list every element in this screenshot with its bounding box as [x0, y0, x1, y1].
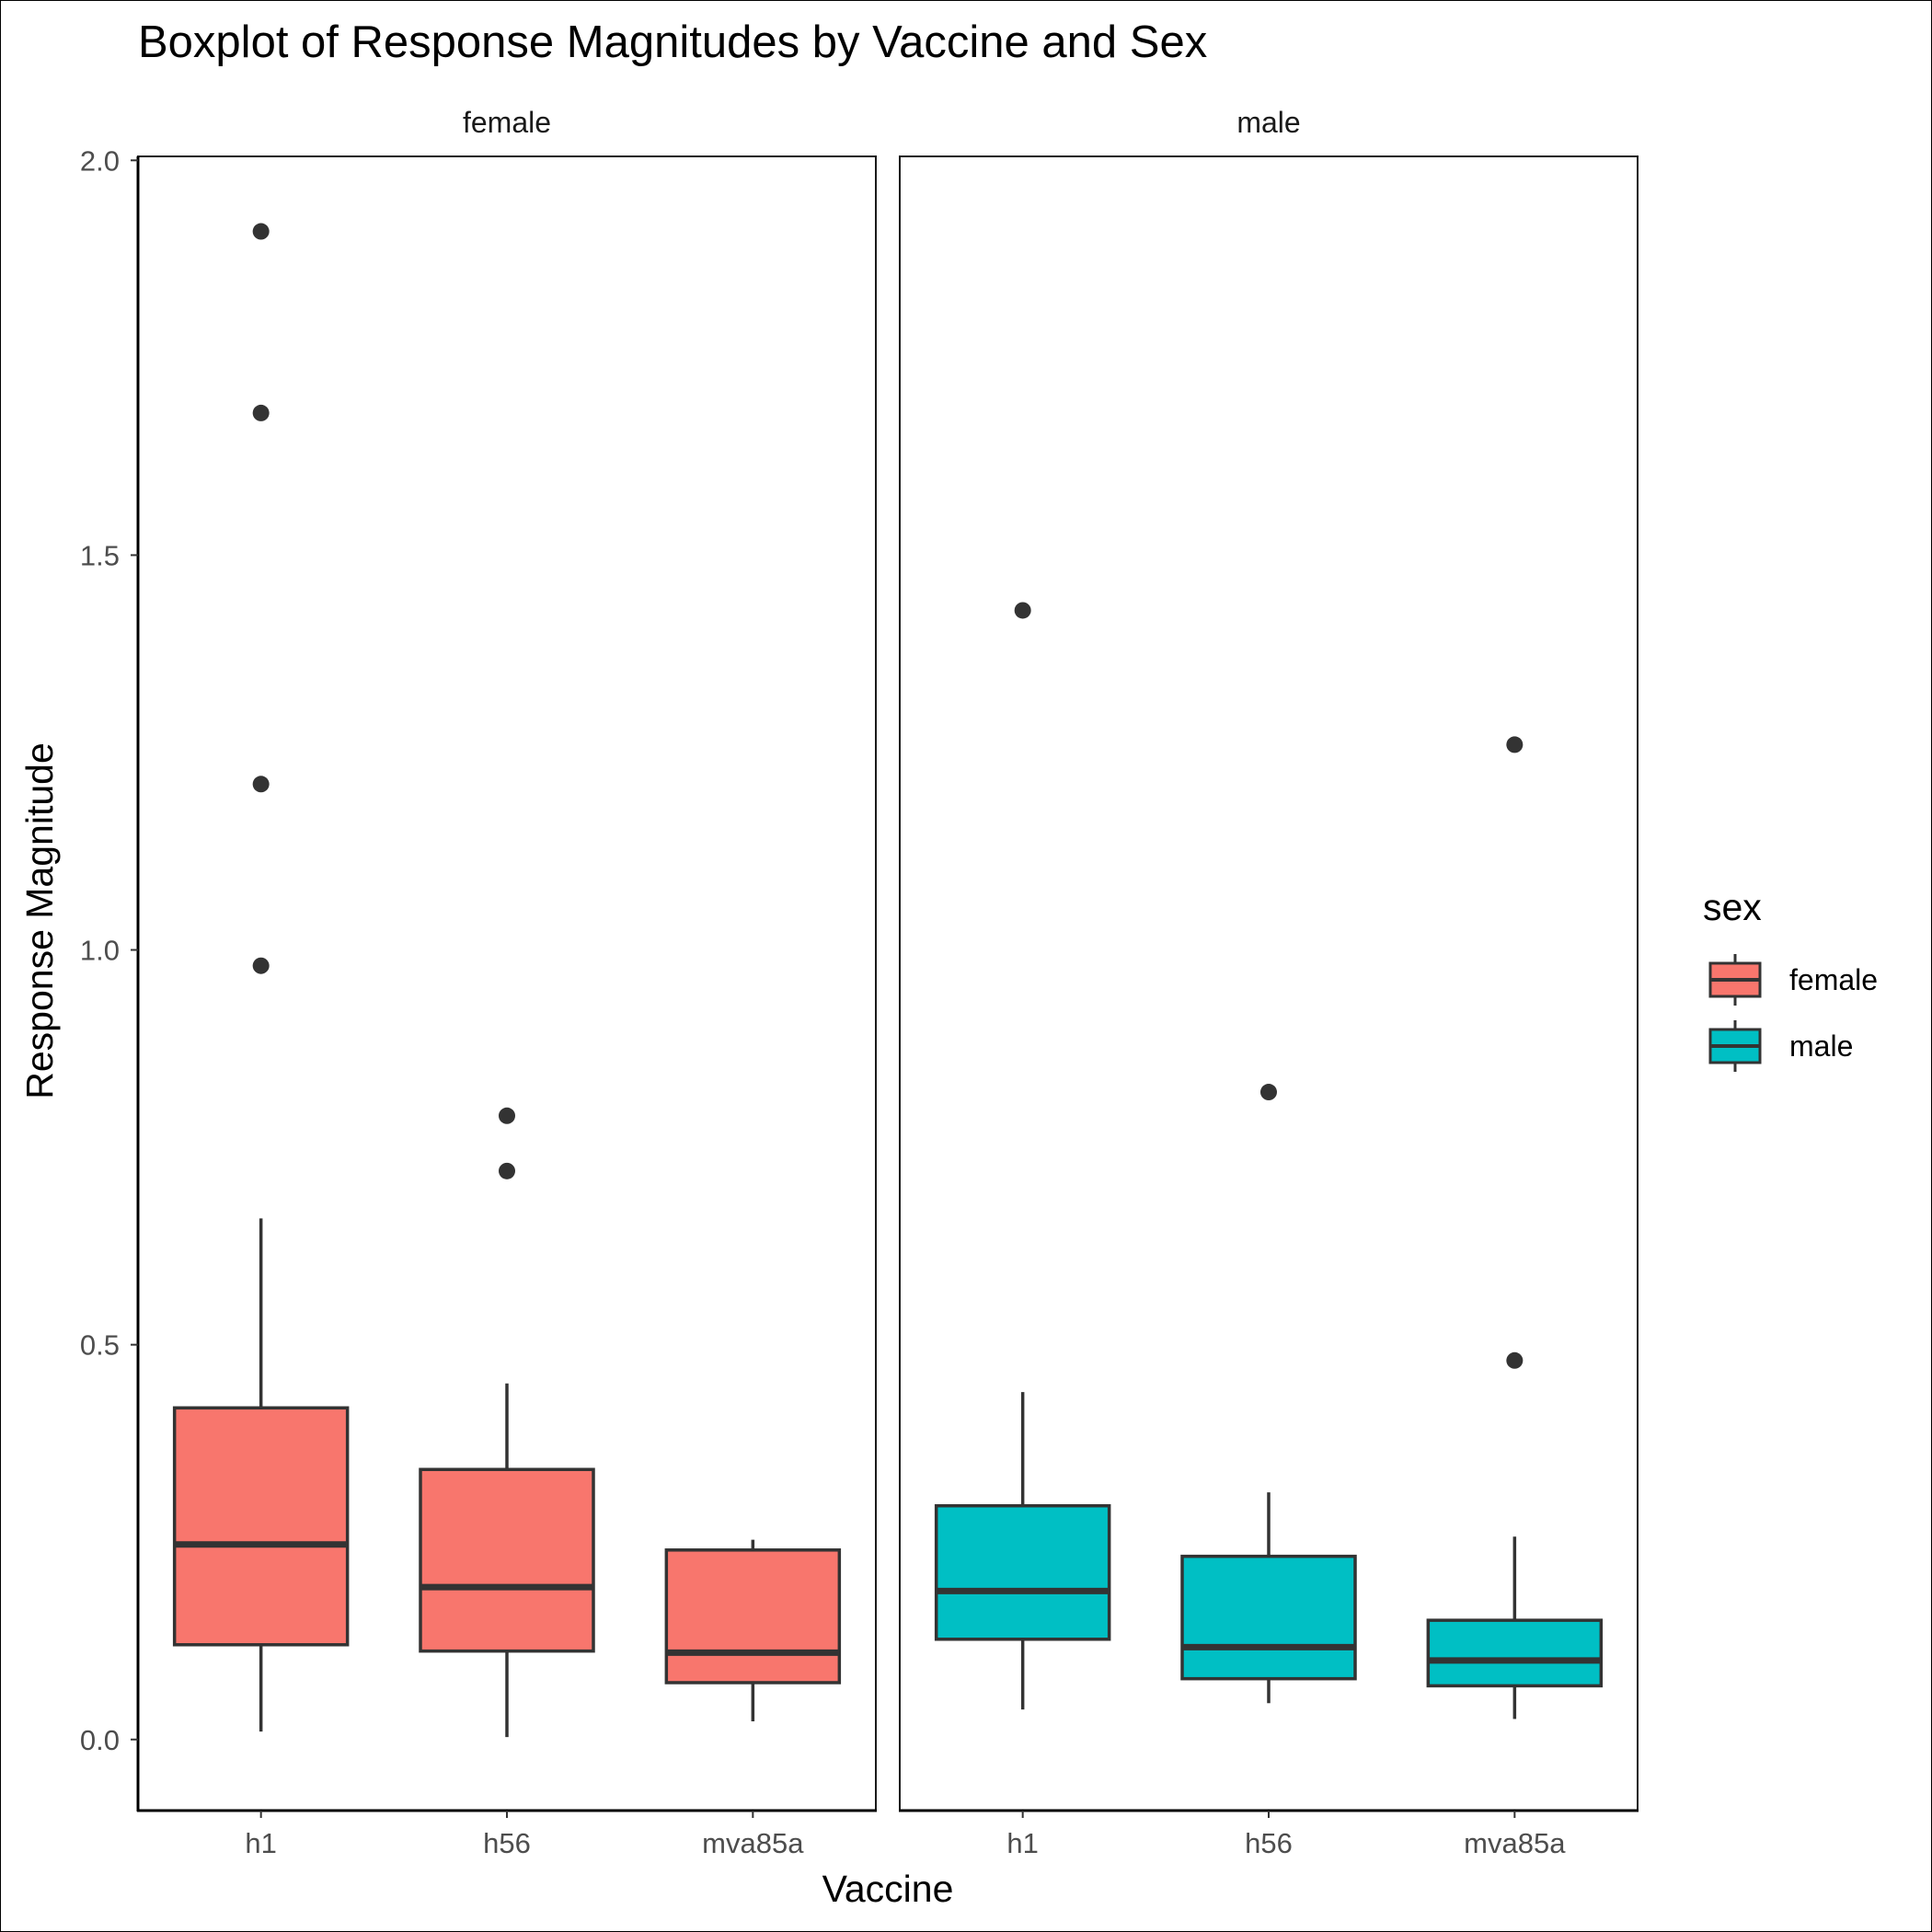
outlier-point	[252, 404, 270, 421]
legend-label: female	[1789, 963, 1878, 996]
y-tick-label: 0.0	[80, 1724, 120, 1756]
box-male-mva85a: mva85a	[1426, 736, 1604, 1859]
facet-panels: female h1 h56 mva85a male h1 h56 mva85a	[137, 106, 1639, 1859]
x-tick-label: h1	[245, 1827, 276, 1859]
box-iqr	[1180, 1554, 1357, 1681]
facet-strip-label: male	[1236, 106, 1300, 139]
x-tick-label: mva85a	[702, 1827, 804, 1859]
x-tick-label: mva85a	[1464, 1827, 1566, 1859]
legend-entry-male: male	[1708, 1020, 1853, 1072]
outlier-point	[499, 1107, 515, 1124]
y-axis: 0.0 0.5 1.0 1.5 2.0	[80, 144, 140, 1811]
facet-strip-label: female	[463, 106, 551, 139]
y-tick-label: 2.0	[80, 144, 120, 177]
facet-female: female h1 h56 mva85a	[137, 106, 877, 1859]
outlier-point	[1014, 602, 1031, 619]
legend: sex female male	[1703, 886, 1878, 1072]
box-female-h1: h1	[172, 223, 350, 1859]
y-axis-title: Response Magnitude	[18, 742, 61, 1098]
y-tick-label: 0.5	[80, 1329, 120, 1362]
box-iqr	[934, 1503, 1111, 1641]
outlier-point	[1506, 1351, 1524, 1369]
x-tick-label: h56	[483, 1827, 531, 1859]
x-axis-title: Vaccine	[822, 1868, 954, 1910]
box-female-h56: h56	[419, 1107, 595, 1859]
box-female-mva85a: mva85a	[664, 1539, 842, 1859]
legend-title: sex	[1703, 886, 1762, 928]
y-tick-label: 1.5	[80, 539, 120, 571]
x-tick-label: h56	[1245, 1827, 1293, 1859]
x-tick-label: h1	[1006, 1827, 1038, 1859]
box-male-h56: h56	[1180, 1084, 1357, 1859]
outlier-point	[252, 223, 270, 240]
legend-label: male	[1789, 1029, 1853, 1063]
legend-entry-female: female	[1708, 954, 1878, 1006]
box-iqr	[1426, 1618, 1604, 1688]
chart-title: Boxplot of Response Magnitudes by Vaccin…	[138, 17, 1207, 67]
outlier-point	[252, 776, 270, 793]
outlier-point	[1260, 1084, 1277, 1101]
box-iqr	[664, 1548, 842, 1685]
outlier-point	[252, 957, 270, 974]
box-male-h1: h1	[934, 602, 1111, 1859]
box-iqr	[419, 1467, 595, 1653]
outlier-point	[1506, 736, 1524, 753]
y-tick-label: 1.0	[80, 935, 120, 967]
facet-male: male h1 h56 mva85a	[899, 106, 1639, 1859]
box-iqr	[172, 1406, 350, 1647]
outlier-point	[499, 1162, 515, 1179]
